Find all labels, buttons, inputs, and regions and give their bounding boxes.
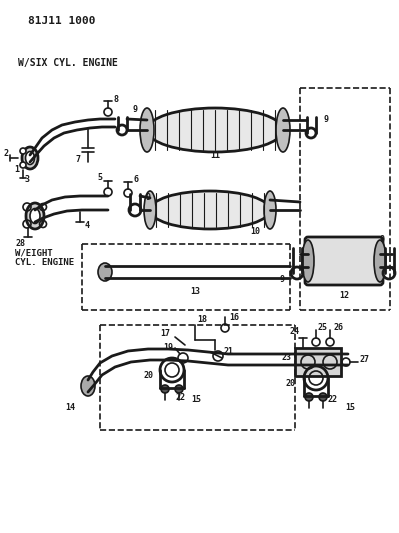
Ellipse shape [30,208,40,223]
Ellipse shape [140,108,154,152]
Text: 25: 25 [317,324,327,333]
Circle shape [175,385,183,393]
Text: 21: 21 [223,348,233,357]
Text: 16: 16 [229,312,239,321]
Text: 3: 3 [24,175,30,184]
Text: 13: 13 [190,287,200,296]
Text: 27: 27 [359,356,369,365]
Text: 15: 15 [345,403,355,413]
Ellipse shape [98,263,112,281]
Text: 9: 9 [324,116,328,125]
Circle shape [306,128,316,138]
Circle shape [20,162,26,168]
Text: 6: 6 [134,174,138,183]
Text: 4: 4 [85,221,89,230]
Text: 5: 5 [97,174,103,182]
Circle shape [161,385,169,393]
Bar [295,348,341,376]
Text: 10: 10 [250,228,260,237]
Text: 8: 8 [113,94,119,103]
Text: 1: 1 [14,166,20,174]
Text: 28: 28 [15,239,25,248]
Circle shape [383,267,395,279]
Text: 9: 9 [132,106,138,115]
Circle shape [129,204,141,216]
Text: 9: 9 [379,236,385,245]
Text: 26: 26 [333,322,343,332]
Ellipse shape [144,191,156,229]
Text: 9: 9 [280,274,284,284]
Ellipse shape [22,147,38,169]
Text: 7: 7 [75,156,81,165]
Text: 17: 17 [160,329,170,338]
Text: 20: 20 [143,370,153,379]
Circle shape [291,267,303,279]
Ellipse shape [150,191,270,229]
Ellipse shape [81,376,95,396]
Ellipse shape [276,108,290,152]
Ellipse shape [302,240,314,282]
Ellipse shape [147,108,283,152]
Ellipse shape [26,203,44,229]
Text: W/SIX CYL. ENGINE: W/SIX CYL. ENGINE [18,58,118,68]
Text: 23: 23 [282,352,292,361]
Text: 2: 2 [4,149,8,157]
Circle shape [305,393,313,401]
Ellipse shape [374,240,386,282]
Text: W/EIGHT
CYL. ENGINE: W/EIGHT CYL. ENGINE [15,248,74,268]
Circle shape [20,148,26,154]
Text: 20: 20 [285,378,295,387]
Text: 24: 24 [289,327,299,336]
Text: 12: 12 [339,292,349,301]
Ellipse shape [264,191,276,229]
Ellipse shape [26,151,34,165]
Text: 18: 18 [197,316,207,325]
Text: 15: 15 [191,395,201,405]
Circle shape [319,393,327,401]
Text: 19: 19 [163,343,173,352]
Text: 14: 14 [65,403,75,413]
Text: 22: 22 [328,395,338,405]
Text: 81J11 1000: 81J11 1000 [28,16,95,26]
FancyBboxPatch shape [305,237,383,285]
Text: 11: 11 [210,150,220,159]
Text: 22: 22 [175,393,185,402]
Text: 9: 9 [146,192,150,201]
Circle shape [117,125,127,135]
